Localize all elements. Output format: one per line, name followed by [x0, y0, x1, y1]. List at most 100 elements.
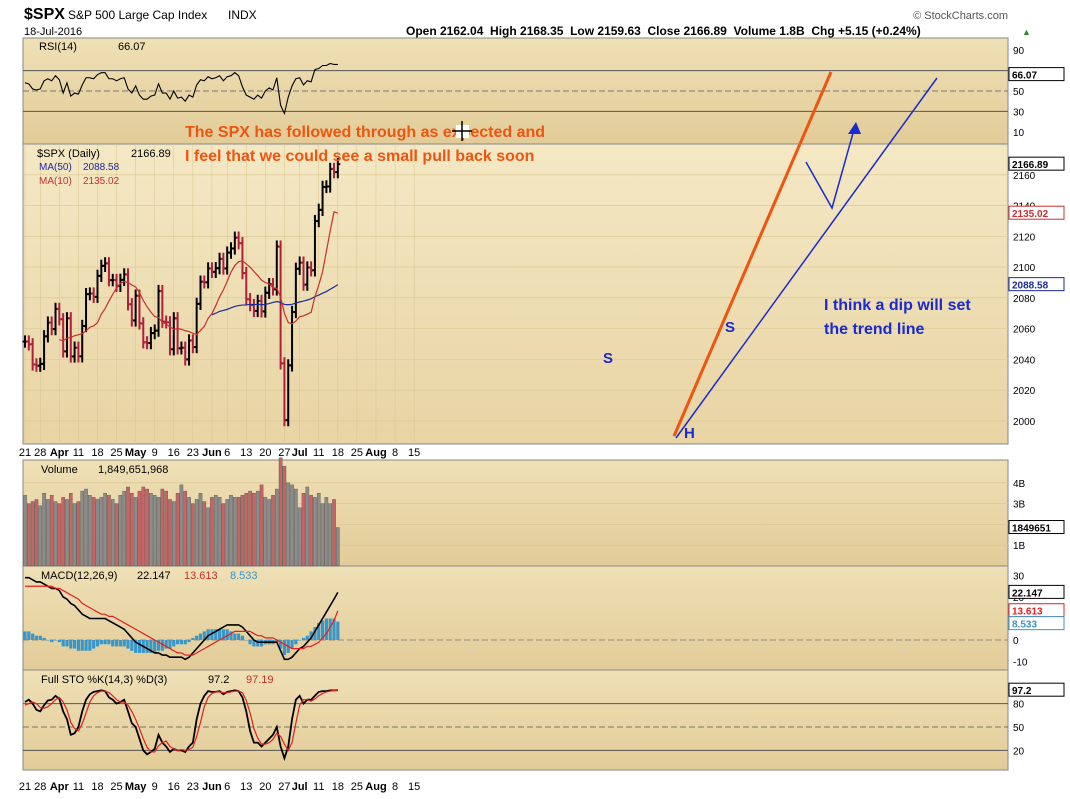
- rsi-title: RSI(14): [39, 41, 77, 53]
- x-tick-label-lower: Jul: [292, 781, 308, 793]
- volume-bar: [305, 486, 310, 567]
- volume-bar: [194, 499, 199, 567]
- grid-lines: [23, 70, 1008, 751]
- macd-histogram-bar: [256, 640, 260, 647]
- volume-bar: [156, 497, 161, 567]
- volume-bar: [263, 497, 268, 567]
- volume-bar: [198, 493, 203, 567]
- ma50-last-value-box: [1008, 277, 1065, 292]
- rsi-axis-tick: 30: [1013, 107, 1025, 118]
- price-axis-tick: 2020: [1013, 386, 1036, 397]
- volume-bar: [30, 501, 35, 567]
- macd-histogram-bar: [172, 640, 176, 647]
- annotation-right-shoulder: S: [725, 319, 735, 336]
- x-tick-label-lower: 6: [224, 781, 230, 793]
- macd-histogram-bar: [252, 640, 256, 647]
- macd-axis-tick: 0: [1013, 636, 1019, 647]
- stoch-k-line: [24, 689, 338, 762]
- volume-bar: [274, 488, 279, 567]
- quote-up-arrow: ▲: [1022, 27, 1031, 37]
- macd-histogram-bar: [57, 640, 61, 643]
- legend-ma50-value: 2088.58: [83, 162, 120, 173]
- volume-bar: [145, 488, 149, 567]
- macd-signal-last: 13.613: [184, 570, 218, 582]
- macd-histogram-bar: [111, 640, 115, 647]
- volume-bar: [130, 493, 134, 567]
- price-axis-tick: 2060: [1013, 325, 1036, 336]
- macd-histogram-bar: [298, 640, 302, 641]
- macd-histogram-bar: [248, 640, 252, 645]
- macd-histogram-bar: [153, 640, 157, 653]
- macd-histogram-bar: [34, 635, 39, 640]
- x-tick-label-upper: Aug: [365, 447, 386, 459]
- x-tick-label-lower: 8: [392, 781, 398, 793]
- volume-bar: [290, 484, 294, 567]
- stoch-axis-tick: 50: [1013, 723, 1025, 734]
- annotation-blue-line-2: the trend line: [824, 321, 925, 338]
- volume-bar: [141, 486, 146, 567]
- macd-histogram-bar: [229, 631, 233, 640]
- macd-histogram-bar: [53, 640, 58, 641]
- volume-bar: [316, 493, 321, 567]
- volume-bar: [76, 501, 81, 567]
- x-tick-label-lower: 16: [168, 781, 180, 793]
- x-tick-label-upper: 9: [152, 447, 158, 459]
- x-tick-label-lower: 25: [351, 781, 363, 793]
- x-tick-label-lower: 18: [91, 781, 103, 793]
- volume-bar: [27, 503, 31, 567]
- rsi-last-value: 66.07: [1012, 71, 1037, 82]
- macd-histogram-bar: [114, 640, 119, 647]
- volume-bar: [137, 490, 142, 567]
- ma10-last-value: 2135.02: [1012, 209, 1049, 220]
- macd-title: MACD(12,26,9): [41, 570, 117, 582]
- x-tick-label-lower: 11: [313, 781, 324, 793]
- x-tick-label-upper: Jul: [292, 447, 308, 459]
- x-tick-label-upper: 13: [240, 447, 252, 459]
- x-tick-label-upper: 11: [73, 447, 84, 459]
- macd-histogram-bar: [324, 618, 328, 640]
- macd-histogram-bar: [317, 622, 321, 640]
- volume-bar: [187, 497, 191, 567]
- x-tick-label-upper: 11: [313, 447, 324, 459]
- x-tick-label-upper: Apr: [50, 447, 70, 459]
- x-tick-label-upper: 25: [351, 447, 363, 459]
- volume-bar: [191, 503, 195, 567]
- macd-histogram-bar: [130, 640, 134, 651]
- x-tick-label-upper: 16: [168, 447, 180, 459]
- macd-histogram-bar: [149, 640, 153, 653]
- volume-bar: [278, 457, 283, 567]
- x-tick-label-upper: 8: [392, 447, 398, 459]
- macd-line: [25, 576, 339, 661]
- crosshair-cursor-icon: [452, 121, 472, 141]
- data-marks: [22, 62, 341, 762]
- macd-histogram-bar: [225, 629, 229, 640]
- macd-histogram-bar: [76, 640, 81, 651]
- macd-histogram-bar: [176, 640, 180, 645]
- macd-histogram-bar: [65, 640, 69, 647]
- volume-bar: [38, 505, 43, 567]
- volume-last-value: 1849651: [1012, 524, 1051, 535]
- stoch-panel: [22, 669, 1009, 771]
- x-tick-label-upper: 23: [187, 447, 199, 459]
- macd-histogram-bar: [126, 640, 130, 649]
- stoch-axis-tick: 80: [1013, 700, 1025, 711]
- macd-histogram-bar: [233, 633, 237, 640]
- x-tick-label-lower: 27: [278, 781, 290, 793]
- volume-bar: [91, 497, 96, 567]
- macd-histogram-bar: [279, 640, 283, 649]
- volume-bar: [252, 493, 256, 567]
- x-tick-label-lower: 25: [110, 781, 122, 793]
- volume-bar: [80, 490, 85, 567]
- macd-histogram-bar: [50, 640, 54, 643]
- volume-bar: [248, 490, 252, 567]
- rsi-line: [24, 62, 338, 116]
- price-axis-tick: 2100: [1013, 263, 1036, 274]
- macd-signal-last-value: 13.613: [1012, 607, 1043, 618]
- stoch-axis-tick: 20: [1013, 746, 1025, 757]
- chart-symbol: $SPX: [24, 6, 65, 23]
- volume-bar: [328, 503, 333, 567]
- volume-bar: [133, 497, 138, 567]
- axis-ticks: 2000202020402060208021002120214021602166…: [19, 46, 1065, 793]
- x-tick-label-upper: 25: [110, 447, 122, 459]
- volume-bar: [171, 501, 176, 567]
